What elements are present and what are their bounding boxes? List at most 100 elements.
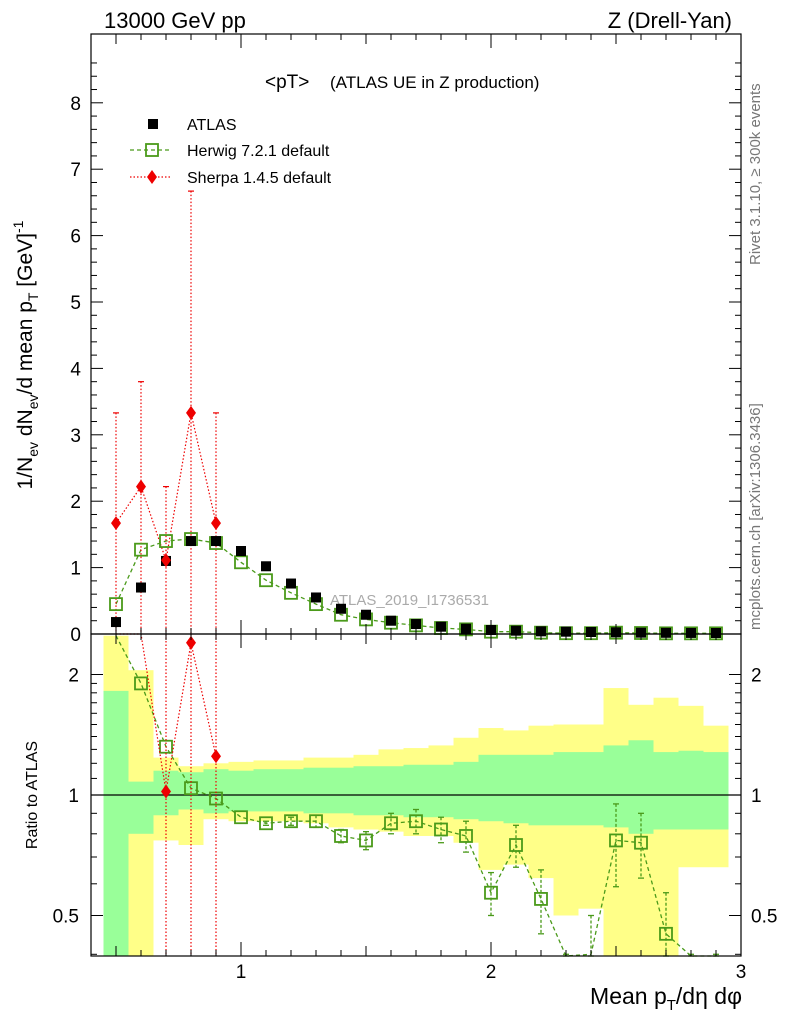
analysis-watermark: ATLAS_2019_I1736531 <box>330 592 489 609</box>
herwig-ratio-point <box>359 833 373 848</box>
ratio-band-inner <box>403 764 429 818</box>
ratio-band-inner <box>528 754 554 826</box>
main-y-tick-label: 0 <box>70 625 81 646</box>
herwig-point <box>159 534 173 548</box>
x-axis-label: Mean pT/dη dφ <box>590 983 742 1014</box>
side-label-rivet: Rivet 3.1.10, ≥ 300k events <box>747 83 764 265</box>
atlas-point <box>311 592 321 603</box>
ratio-band-inner <box>353 766 379 816</box>
ratio-band-inner <box>228 770 254 812</box>
legend: ATLAS Herwig 7.2.1 default Sherpa 1.4.5 … <box>130 117 332 187</box>
herwig-point <box>134 542 148 557</box>
ratio-band-inner <box>578 752 604 826</box>
axes: 0 1 2 3 4 5 6 7 8 0.5 0.5 1 1 2 2 1 2 3 <box>53 33 777 983</box>
sherpa-point <box>186 405 196 420</box>
herwig-ratio-point <box>634 835 648 850</box>
atlas-point <box>436 621 446 632</box>
herwig-ratio-point <box>259 816 273 831</box>
ratio-band-inner <box>553 752 579 826</box>
ratio-y-tick-label-right: 1 <box>751 786 762 807</box>
main-y-axis-label: 1/Nev dNev/d mean pT [GeV]-1 <box>10 220 41 489</box>
header-energy-label: 13000 GeV pp <box>104 8 246 33</box>
herwig-ratio-point <box>459 829 473 843</box>
plot-title: <pT> <box>265 72 309 93</box>
sherpa-point <box>111 516 121 531</box>
ratio-band-inner <box>653 752 679 830</box>
x-tick-label: 1 <box>236 962 247 983</box>
atlas-point <box>186 536 196 547</box>
legend-sherpa-marker <box>147 170 157 184</box>
main-y-tick-label: 1 <box>70 559 81 580</box>
legend-herwig-label: Herwig 7.2.1 default <box>187 143 330 160</box>
ratio-y-axis-label: Ratio to ATLAS <box>24 741 41 849</box>
legend-sherpa-label: Sherpa 1.4.5 default <box>187 170 332 187</box>
ratio-band-inner <box>503 754 529 824</box>
ratio-y-tick-label: 2 <box>68 666 79 687</box>
herwig-ratio-point <box>334 829 348 843</box>
ratio-band-inner <box>303 767 329 814</box>
herwig-ratio-point <box>159 739 173 754</box>
herwig-ratio-point <box>484 885 498 900</box>
ratio-band-inner <box>128 781 154 834</box>
ratio-y-tick-label: 1 <box>68 786 79 807</box>
atlas-point <box>136 582 146 593</box>
ratio-band-inner <box>703 752 729 830</box>
ratio-band-inner <box>453 761 479 820</box>
herwig-ratio-point <box>434 822 448 837</box>
atlas-point <box>336 603 346 614</box>
ratio-uncertainty-bands <box>103 635 729 956</box>
herwig-point <box>234 555 248 570</box>
sherpa-ratio-point <box>186 635 196 650</box>
ratio-band-inner <box>378 766 404 816</box>
x-tick-label: 3 <box>736 962 747 983</box>
ratio-y-tick-label-right: 0.5 <box>751 907 777 928</box>
atlas-point <box>386 615 396 626</box>
atlas-point <box>286 578 296 589</box>
ratio-band-inner <box>603 745 629 828</box>
x-tick-label: 2 <box>486 962 497 983</box>
atlas-point <box>411 619 421 630</box>
ratio-band-inner <box>678 750 704 830</box>
ratio-band-inner <box>278 769 304 812</box>
atlas-point <box>211 536 221 547</box>
main-y-tick-label: 4 <box>70 359 81 380</box>
plot-subtitle: (ATLAS UE in Z production) <box>330 73 539 92</box>
ratio-band-inner <box>103 690 129 956</box>
sherpa-point <box>211 516 221 531</box>
legend-herwig-marker <box>145 143 159 157</box>
sherpa-point <box>161 553 171 568</box>
herwig-ratio-point <box>234 810 248 825</box>
herwig-ratio-point <box>384 816 398 831</box>
legend-atlas-label: ATLAS <box>187 117 237 134</box>
herwig-point <box>259 573 273 588</box>
sherpa-ratio-point <box>211 749 221 764</box>
main-y-tick-label: 6 <box>70 227 81 248</box>
herwig-ratio-point <box>659 926 673 941</box>
herwig-ratio-point <box>534 892 548 906</box>
sherpa-main-line <box>115 412 217 561</box>
herwig-ratio-point <box>309 814 323 829</box>
main-y-tick-label: 8 <box>70 94 81 115</box>
atlas-point <box>111 617 121 628</box>
herwig-ratio-point <box>409 814 423 829</box>
ratio-band-inner <box>253 769 279 812</box>
ratio-band-inner <box>328 767 354 814</box>
main-y-tick-label: 3 <box>70 426 81 447</box>
ratio-panel-data <box>91 633 741 957</box>
ratio-y-tick-label-right: 2 <box>751 666 762 687</box>
sherpa-point <box>136 479 146 494</box>
herwig-ratio-point <box>134 676 148 691</box>
side-label-mcplots: mcplots.cern.ch [arXiv:1306.3436] <box>747 403 764 630</box>
herwig-point <box>109 597 123 612</box>
herwig-ratio-point <box>609 833 623 848</box>
main-y-tick-label: 5 <box>70 293 81 314</box>
herwig-ratio-point <box>509 838 523 852</box>
atlas-point <box>361 609 371 620</box>
main-y-tick-label: 2 <box>70 492 81 513</box>
main-y-tick-label: 7 <box>70 160 81 181</box>
ratio-band-inner <box>478 754 504 822</box>
atlas-point <box>236 546 246 556</box>
atlas-point <box>261 561 271 572</box>
ratio-y-tick-label: 0.5 <box>53 907 79 928</box>
